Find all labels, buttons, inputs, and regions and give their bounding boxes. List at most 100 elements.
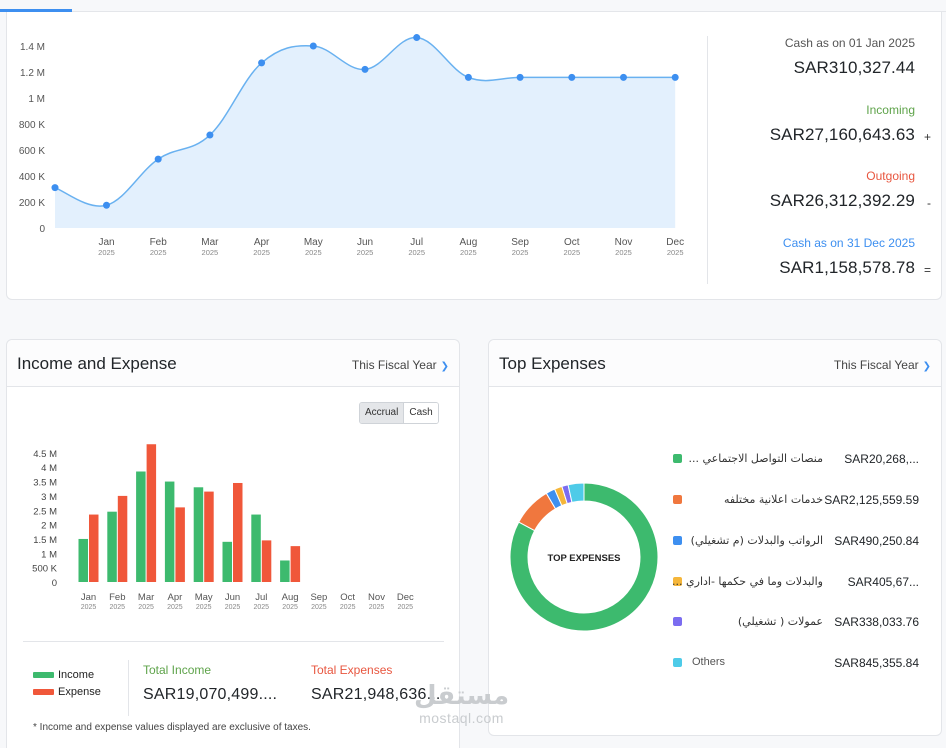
y-tick-label: 1 M bbox=[41, 549, 57, 560]
expense-amount: SAR845,355.84 bbox=[834, 656, 919, 670]
expense-list-item[interactable]: Others SAR845,355.84 bbox=[673, 653, 919, 673]
tax-footnote: * Income and expense values displayed ar… bbox=[33, 722, 311, 733]
cash-flow-summary: Cash as on 01 Jan 2025 SAR310,327.44 Inc… bbox=[707, 36, 931, 284]
expense-name: عمولات ( تشغيلي) bbox=[737, 615, 823, 628]
x-tick-year: 2025 bbox=[311, 604, 327, 611]
x-tick-month: Mar bbox=[201, 237, 219, 248]
total-income-label: Total Income bbox=[143, 663, 212, 677]
x-tick-month: Sep bbox=[511, 237, 529, 248]
cash-toggle-button[interactable]: Cash bbox=[404, 403, 438, 423]
y-tick-label: 1 M bbox=[28, 94, 45, 105]
y-tick-label: 0 bbox=[52, 578, 57, 589]
expense-list-item[interactable]: والبدلات وما في حكمها -اداري ... SAR405,6… bbox=[672, 572, 919, 592]
x-tick-year: 2025 bbox=[369, 604, 385, 611]
x-tick-year: 2025 bbox=[305, 248, 322, 257]
x-tick-year: 2025 bbox=[110, 604, 126, 611]
start-balance-point bbox=[51, 184, 59, 192]
legend-item-expense[interactable]: Expense bbox=[33, 683, 101, 700]
total-expenses-label: Total Expenses bbox=[311, 663, 393, 677]
income-expense-title: Income and Expense bbox=[17, 354, 177, 373]
x-tick-year: 2025 bbox=[460, 248, 477, 257]
expense-bar bbox=[175, 507, 185, 582]
x-tick-year: 2025 bbox=[138, 604, 154, 611]
tab-strip bbox=[0, 0, 946, 13]
cash-balance-point bbox=[671, 73, 679, 81]
expense-list-item[interactable]: الرواتب والبدلات (م تشغيلي) SAR490,250.84 bbox=[673, 531, 919, 551]
chevron-down-icon: ❯ bbox=[922, 361, 931, 372]
expense-swatch bbox=[33, 688, 54, 695]
income-bar bbox=[136, 471, 146, 582]
x-tick-month: Mar bbox=[138, 592, 154, 603]
expense-bar bbox=[233, 482, 243, 582]
cash-balance-point bbox=[154, 155, 162, 163]
equals-sign: = bbox=[923, 263, 931, 277]
expense-list-item[interactable]: منصات التواصل الاجتماعي ... SAR20,268,... bbox=[673, 449, 919, 469]
donut-slice bbox=[509, 482, 659, 632]
x-tick-year: 2025 bbox=[167, 604, 183, 611]
income-expense-period-dropdown[interactable]: This Fiscal Year ❯ bbox=[352, 358, 449, 372]
income-expense-header: Income and Expense This Fiscal Year ❯ bbox=[7, 340, 459, 387]
x-tick-year: 2025 bbox=[408, 248, 425, 257]
opening-balance-value: SAR310,327.44 bbox=[793, 58, 915, 77]
income-expense-chart: 0 500 K 1 M 1.5 M 2 M 2.5 M 3 M 3.5 M 4 M 4.5 M Ja… bbox=[32, 444, 414, 611]
expense-color-swatch bbox=[673, 577, 682, 586]
y-tick-label: 3 M bbox=[41, 492, 57, 503]
incoming-value: SAR27,160,643.63 bbox=[769, 125, 915, 144]
top-expenses-title: Top Expenses bbox=[499, 354, 606, 373]
cash-balance-point bbox=[206, 131, 214, 139]
x-tick-year: 2025 bbox=[667, 248, 684, 257]
x-tick-year: 2025 bbox=[254, 604, 270, 611]
x-tick-year: 2025 bbox=[225, 604, 241, 611]
top-expenses-card: Top Expenses This Fiscal Year ❯ TOP EXPEN… bbox=[488, 339, 942, 736]
y-tick-label: 500 K bbox=[32, 564, 57, 575]
divider bbox=[23, 641, 444, 642]
expense-bar bbox=[290, 546, 301, 582]
expense-amount: SAR338,033.76 bbox=[834, 615, 919, 629]
top-expenses-period-dropdown[interactable]: This Fiscal Year ❯ bbox=[834, 358, 931, 372]
top-expenses-donut: TOP EXPENSES bbox=[509, 482, 659, 632]
period-label: This Fiscal Year bbox=[351, 358, 437, 372]
accrual-toggle-button[interactable]: Accrual bbox=[360, 403, 405, 423]
x-tick-year: 2025 bbox=[253, 248, 270, 257]
cash-balance-point bbox=[464, 73, 472, 81]
x-tick-year: 2025 bbox=[398, 604, 414, 611]
expense-color-swatch bbox=[673, 454, 682, 463]
x-tick-month: Jan bbox=[81, 592, 96, 603]
y-tick-label: 600 K bbox=[19, 146, 45, 157]
expense-name: Others bbox=[692, 656, 726, 668]
cash-balance-point bbox=[568, 73, 576, 81]
expense-name: والبدلات وما في حكمها -اداري ... bbox=[672, 575, 823, 588]
expense-list-item[interactable]: عمولات ( تشغيلي) SAR338,033.76 bbox=[673, 612, 919, 632]
basis-toggle: Accrual Cash bbox=[359, 402, 439, 424]
income-expense-legend: Income Expense bbox=[33, 666, 101, 700]
legend-item-income[interactable]: Income bbox=[33, 666, 101, 683]
opening-balance-label: Cash as on 01 Jan 2025 bbox=[784, 36, 915, 50]
income-bar bbox=[164, 481, 175, 582]
x-tick-month: Jul bbox=[410, 237, 423, 248]
legend-divider bbox=[128, 660, 129, 716]
x-tick-month: May bbox=[304, 237, 323, 248]
income-swatch bbox=[33, 671, 54, 678]
minus-sign: - bbox=[927, 196, 931, 210]
cash-balance-point bbox=[413, 34, 421, 42]
x-tick-month: Dec bbox=[397, 592, 414, 603]
cash-balance-point bbox=[361, 65, 369, 73]
y-tick-label: 0 bbox=[39, 224, 45, 235]
x-tick-month: Sep bbox=[310, 592, 327, 603]
total-expenses-value: SAR21,948,636.... bbox=[311, 686, 446, 703]
y-tick-label: 200 K bbox=[19, 198, 45, 209]
expense-list-item[interactable]: خدمات اعلانية مختلفه SAR2,125,559.59 bbox=[673, 490, 919, 510]
y-tick-label: 4 M bbox=[41, 463, 57, 474]
income-bar bbox=[193, 487, 204, 582]
expense-color-swatch bbox=[673, 495, 682, 504]
active-tab-indicator bbox=[0, 9, 72, 12]
expense-amount: SAR2,125,559.59 bbox=[824, 493, 919, 507]
closing-balance-value: SAR1,158,578.78 bbox=[779, 258, 915, 277]
x-tick-year: 2025 bbox=[196, 604, 212, 611]
income-bar bbox=[107, 511, 117, 582]
top-expenses-header: Top Expenses This Fiscal Year ❯ bbox=[489, 340, 941, 387]
y-tick-label: 3.5 M bbox=[33, 478, 57, 489]
expense-bar bbox=[146, 444, 157, 582]
legend-expense-label: Expense bbox=[58, 685, 101, 698]
